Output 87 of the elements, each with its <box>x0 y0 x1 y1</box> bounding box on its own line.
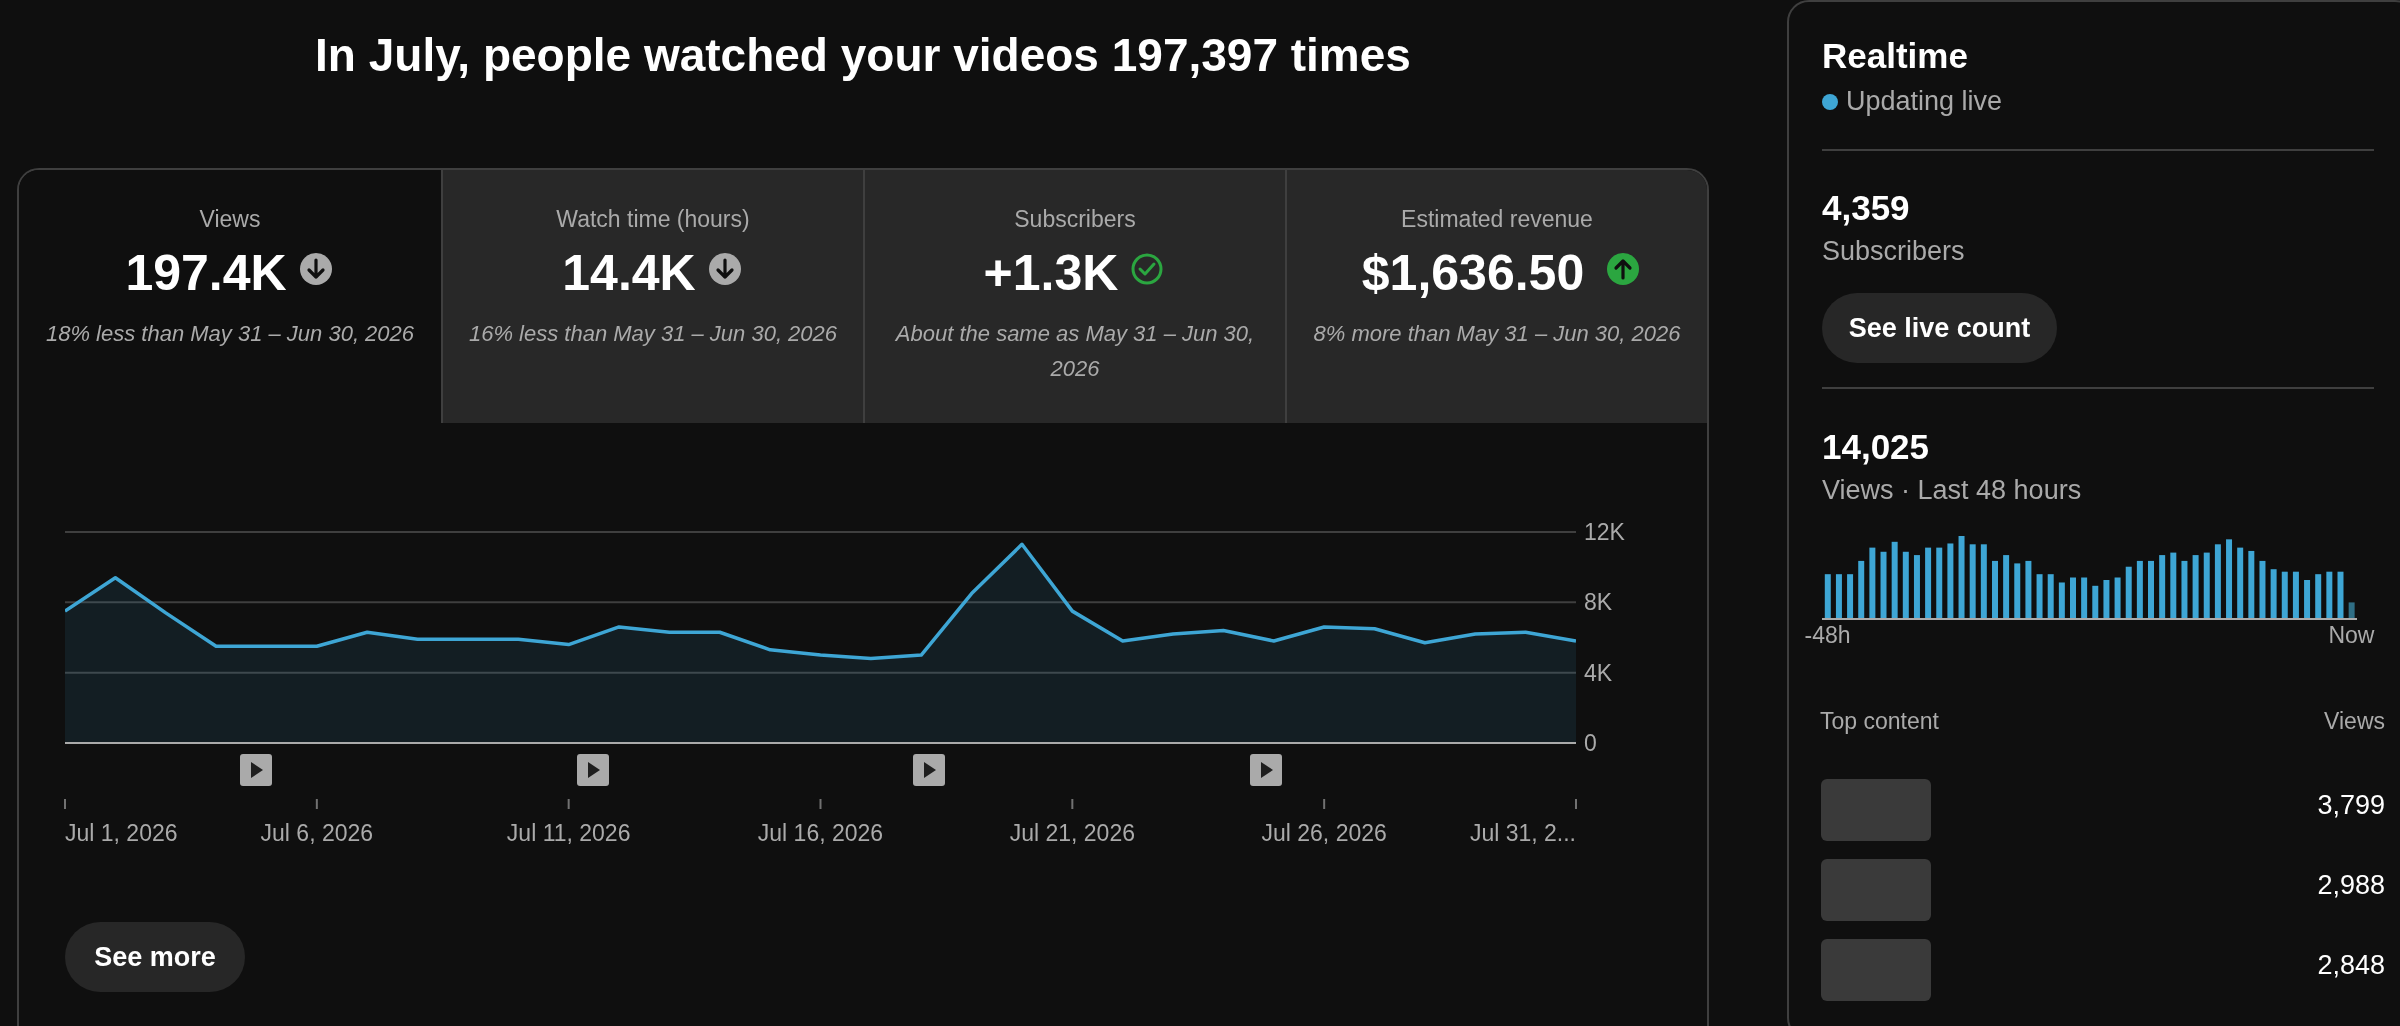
bar <box>2292 571 2299 619</box>
bar <box>2092 585 2099 619</box>
x-tick-label: -48h <box>1804 622 1851 649</box>
bar <box>2337 571 2344 619</box>
text: Views <box>198 206 262 233</box>
bar <box>2281 571 2288 619</box>
text: $1,636.50 <box>1361 245 1585 301</box>
text: 2,988 <box>2317 870 2385 901</box>
text: Views <box>2324 708 2385 735</box>
bar <box>2036 574 2043 619</box>
bar <box>2326 571 2333 619</box>
bar <box>1936 547 1943 619</box>
x-tick-label: Jul 31, 2... <box>1469 820 1576 846</box>
bar <box>2203 552 2210 619</box>
text: 8% more than May 31 – Jun 30, 2026 <box>1312 320 1682 348</box>
x-tick-label: Now <box>2328 622 2375 649</box>
chart-subtitle: Updating live <box>1845 86 2003 117</box>
bar <box>2136 560 2143 619</box>
bar <box>2214 544 2221 619</box>
y-tick-label: 0 <box>1584 730 1597 757</box>
bar <box>2069 577 2076 619</box>
text: See more <box>65 922 245 992</box>
x-tick-label: Jul 11, 2026 <box>506 820 631 846</box>
x-tick-label: Jul 1, 2026 <box>65 820 178 846</box>
text: Views · Last 48 hours <box>1822 475 2082 506</box>
bar <box>2047 574 2054 619</box>
bar <box>2159 555 2166 619</box>
bar <box>2014 563 2021 619</box>
bar <box>2315 574 2322 619</box>
text: Top content <box>1820 708 1939 735</box>
text: 14,025 <box>1822 427 1930 467</box>
bar <box>2348 602 2355 619</box>
bar <box>2304 579 2311 619</box>
y-tick-label: 4K <box>1584 659 1613 686</box>
bar <box>2192 555 2199 619</box>
bar <box>1980 544 1987 619</box>
bar <box>1947 543 1954 619</box>
y-tick-label: 12K <box>1584 519 1626 546</box>
bar <box>2003 555 2010 619</box>
bar <box>2270 569 2277 619</box>
x-tick-label: Jul 26, 2026 <box>1261 820 1387 846</box>
bar <box>2125 566 2132 619</box>
bar <box>2181 560 2188 619</box>
x-tick-label: Jul 16, 2026 <box>757 820 884 846</box>
bar <box>1902 551 1909 619</box>
bar <box>2025 560 2032 619</box>
bar <box>1891 541 1898 619</box>
bar <box>2081 577 2088 619</box>
bar <box>2170 552 2177 619</box>
text: 18% less than May 31 – Jun 30, 2026 <box>44 320 416 348</box>
bar <box>2237 547 2244 619</box>
x-tick-label: Jul 21, 2026 <box>1009 820 1135 846</box>
bar <box>2114 577 2121 619</box>
text: 4,359 <box>1822 188 1910 228</box>
bar <box>1835 574 1842 619</box>
text: Subscribers <box>1822 236 1965 267</box>
chart-title: Realtime <box>1822 36 1968 76</box>
text: Watch time (hours) <box>555 206 751 233</box>
bar <box>2259 560 2266 619</box>
text: 16% less than May 31 – Jun 30, 2026 <box>467 320 839 348</box>
bar <box>1858 560 1865 619</box>
bar <box>1913 555 1920 619</box>
bar <box>2103 579 2110 619</box>
bar <box>1847 574 1854 619</box>
bar <box>2058 582 2065 619</box>
x-tick-label: Jul 6, 2026 <box>260 820 374 846</box>
y-tick-label: 8K <box>1584 589 1613 616</box>
text: +1.3K <box>983 245 1119 301</box>
text: 2,848 <box>2317 950 2385 981</box>
text: 197.4K <box>125 245 287 301</box>
text: Subscribers <box>1013 206 1137 233</box>
bar <box>2226 539 2233 619</box>
bar <box>1969 544 1976 619</box>
text: In July, people watched your videos 197,397 times <box>314 28 1412 82</box>
text: 3,799 <box>2317 790 2385 821</box>
bar <box>2248 550 2255 619</box>
bar <box>1925 547 1932 619</box>
bar <box>1824 574 1831 619</box>
text: Estimated revenue <box>1400 206 1594 233</box>
bar <box>1991 560 1998 619</box>
text: About the same as May 31 – Jun 30, 2026 <box>894 320 1256 383</box>
bar <box>1958 536 1965 619</box>
bar <box>1880 551 1887 619</box>
text: See live count <box>1822 293 2057 363</box>
text: 14.4K <box>562 245 696 301</box>
bar <box>1869 547 1876 619</box>
bar <box>2148 560 2155 619</box>
